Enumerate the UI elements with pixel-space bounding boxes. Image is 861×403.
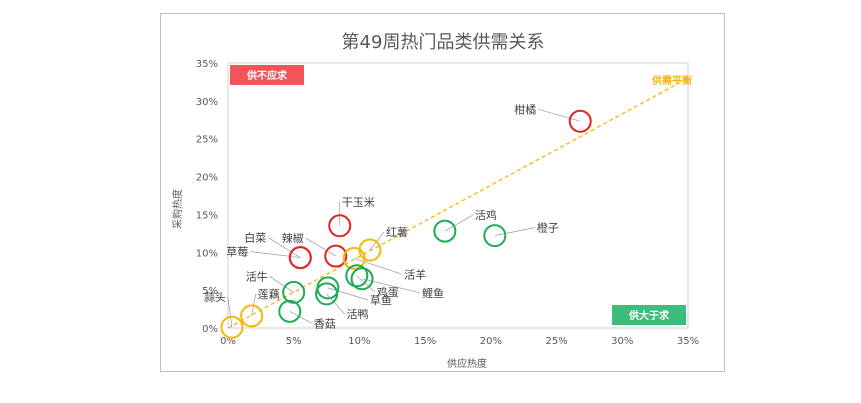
point-label: 鲤鱼 <box>422 286 444 300</box>
point-leader-line <box>268 237 301 258</box>
point-marker <box>350 267 374 291</box>
undersupply-badge-label: 供不应求 <box>246 69 288 82</box>
point-leader-line <box>494 227 535 236</box>
point-leader-line <box>356 275 376 293</box>
point-leader-line <box>538 108 581 122</box>
point-marker <box>433 219 457 243</box>
y-tick-label: 10% <box>196 248 218 259</box>
y-tick-label: 25% <box>196 135 218 146</box>
point-label: 红薯 <box>386 226 408 239</box>
y-tick-label: 0% <box>202 324 218 335</box>
point-label: 草鱼 <box>370 293 392 307</box>
point-label: 辣椒 <box>282 231 304 245</box>
y-tick-label: 35% <box>196 59 218 70</box>
x-tick-label: 10% <box>348 336 370 347</box>
y-axis-label: 采购热度 <box>171 189 184 229</box>
oversupply-badge-label: 供大于求 <box>628 309 670 322</box>
x-tick-label: 25% <box>545 336 567 347</box>
x-tick-label: 15% <box>414 336 436 347</box>
point-marker <box>288 246 312 270</box>
x-tick-label: 30% <box>611 336 633 347</box>
scatter-chart: 第49周热门品类供需关系 供应热度 采购热度 0% 5% 10% 15% 20% 25% 3… <box>171 32 699 370</box>
point-marker <box>342 246 366 270</box>
point-label: 香菇 <box>314 316 336 330</box>
point-marker <box>282 280 306 304</box>
point-label: 活牛 <box>246 269 268 283</box>
chart-title: 第49周热门品类供需关系 <box>342 32 545 53</box>
point-label: 草莓 <box>226 246 248 259</box>
x-tick-label: 0% <box>220 336 236 347</box>
point-marker <box>240 304 264 328</box>
point-leader-line <box>444 214 474 232</box>
y-tick-label: 5% <box>202 286 218 297</box>
y-tick-label: 15% <box>196 210 218 221</box>
point-marker <box>483 224 507 248</box>
oversupply-badge <box>612 305 686 325</box>
point-leader-line <box>269 276 294 293</box>
x-axis-label: 供应热度 <box>447 357 487 370</box>
point-label: 活鸡 <box>475 208 497 222</box>
point-marker <box>345 264 369 288</box>
y-tick-label: 30% <box>196 97 218 108</box>
point-leader-line <box>250 251 301 258</box>
point-leader-line <box>354 258 403 275</box>
undersupply-badge <box>230 65 304 85</box>
chart-frame: 第49周热门品类供需关系 供应热度 采购热度 0% 5% 10% 15% 20% 25% 3… <box>160 13 725 372</box>
x-tick-label: 5% <box>286 336 302 347</box>
point-leader-line <box>327 287 368 301</box>
point-label: 柑橘 <box>514 102 536 116</box>
point-label: 蒜头 <box>204 291 226 304</box>
point-leader-line <box>326 293 345 315</box>
point-label: 鸡蛋 <box>377 285 399 299</box>
point-marker <box>278 299 302 323</box>
point-marker <box>328 214 352 238</box>
point-label: 莲藕 <box>258 288 280 301</box>
point-label: 白菜 <box>244 231 266 245</box>
x-tick-label: 20% <box>480 336 502 347</box>
balance-line <box>227 77 689 329</box>
point-leader-line <box>227 297 233 328</box>
y-tick-label: 20% <box>196 173 218 184</box>
point-label: 活鸭 <box>347 308 369 321</box>
point-marker <box>315 282 339 306</box>
plot-area <box>227 62 689 329</box>
point-label: 干玉米 <box>342 196 375 209</box>
point-leader-line <box>305 237 336 257</box>
point-marker <box>324 244 348 268</box>
point-marker <box>220 315 244 339</box>
point-marker <box>568 109 592 133</box>
x-tick-label: 35% <box>677 336 699 347</box>
point-label: 活羊 <box>404 267 426 281</box>
point-leader-line <box>289 311 312 324</box>
balance-line-label: 供需平衡 <box>651 74 692 87</box>
point-label: 橙子 <box>537 221 559 235</box>
